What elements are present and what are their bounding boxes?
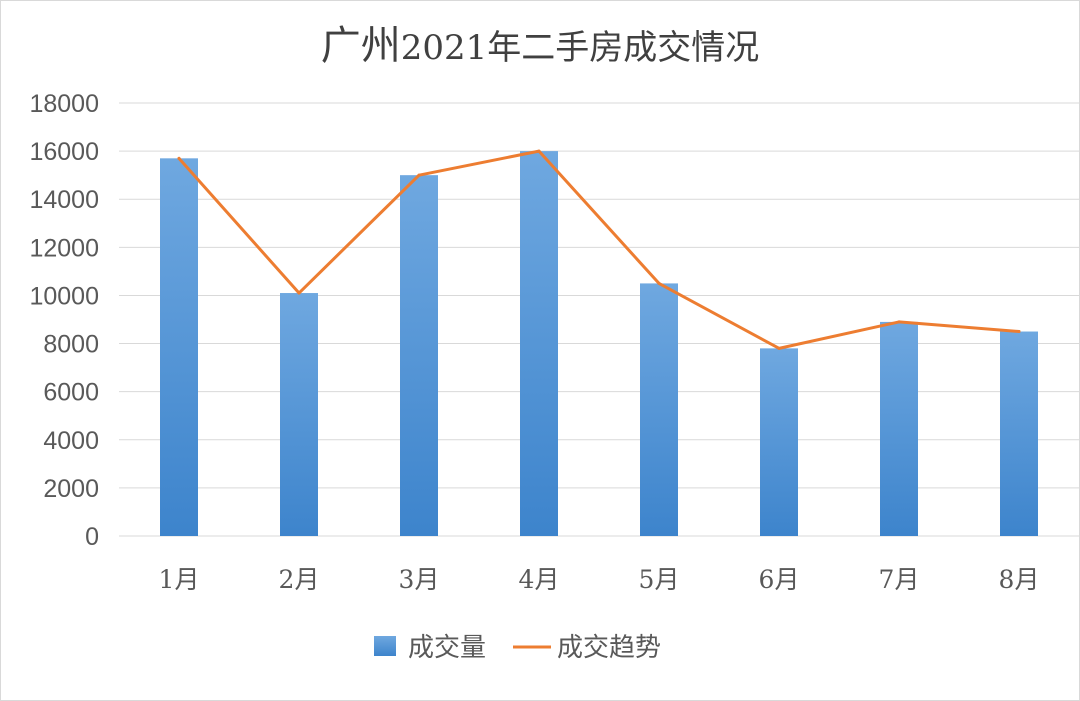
legend-line-label: 成交趋势 <box>557 633 661 663</box>
y-tick-label: 2000 <box>43 475 99 503</box>
bar-8 <box>1000 331 1038 536</box>
y-tick-label: 18000 <box>29 90 99 118</box>
y-tick-label: 16000 <box>29 138 99 166</box>
legend-bar-swatch <box>374 636 396 656</box>
bar-1 <box>160 158 198 537</box>
legend: 成交量 成交趋势 <box>374 633 661 663</box>
bar-6 <box>760 348 798 536</box>
chart-title: 广州2021年二手房成交情况 <box>321 23 760 69</box>
x-tick-label: 1月 <box>159 565 200 594</box>
x-tick-label: 4月 <box>519 565 560 594</box>
y-axis-ticks: 0 2000 4000 6000 8000 10000 12000 14000 16000 180… <box>29 90 99 551</box>
chart-title-city: 广州 <box>321 23 401 69</box>
y-tick-label: 8000 <box>43 331 99 359</box>
line-series <box>177 149 1021 350</box>
x-tick-label: 8月 <box>999 565 1040 594</box>
y-tick-label: 14000 <box>29 186 99 214</box>
trend-point-2 <box>297 291 301 295</box>
trend-line <box>177 149 1021 350</box>
trend-point-8 <box>1017 330 1021 334</box>
x-tick-label: 6月 <box>759 565 800 594</box>
y-tick-label: 10000 <box>29 282 99 310</box>
x-tick-label: 5月 <box>639 565 680 594</box>
y-tick-label: 6000 <box>43 379 99 407</box>
bar-5 <box>640 283 678 536</box>
trend-point-4 <box>537 149 541 153</box>
trend-point-5 <box>657 281 661 285</box>
bar-4 <box>520 151 558 536</box>
trend-point-7 <box>897 320 901 324</box>
chart-title-rest: 2021年二手房成交情况 <box>401 28 760 68</box>
x-tick-label: 2月 <box>279 565 320 594</box>
bar-3 <box>400 175 438 536</box>
legend-bar-label: 成交量 <box>408 633 486 663</box>
trend-point-6 <box>777 346 781 350</box>
x-tick-label: 7月 <box>879 565 920 594</box>
bar-2 <box>280 293 318 536</box>
trend-point-1 <box>177 156 181 160</box>
bar-7 <box>880 321 918 536</box>
y-tick-label: 0 <box>85 523 99 551</box>
y-tick-label: 4000 <box>43 427 99 455</box>
bar-series <box>160 151 1038 537</box>
y-tick-label: 12000 <box>29 234 99 262</box>
x-axis-ticks: 1月 2月 3月 4月 5月 6月 7月 8月 <box>159 565 1040 594</box>
x-tick-label: 3月 <box>399 565 440 594</box>
grid-lines <box>119 102 1079 537</box>
trend-point-3 <box>417 173 421 177</box>
